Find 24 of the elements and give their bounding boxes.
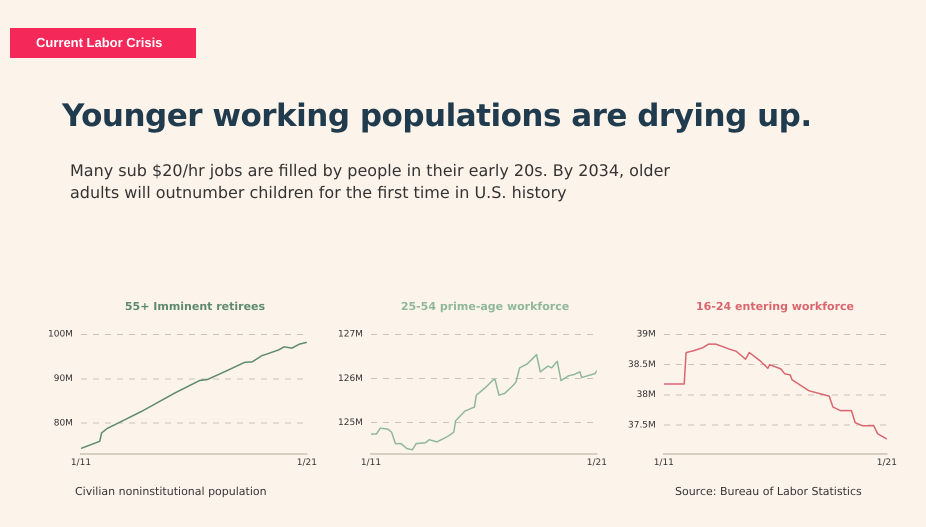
x-tick-label: 1/11	[360, 458, 382, 468]
y-tick-label: 125M	[338, 418, 363, 428]
y-tick-label: 127M	[338, 330, 363, 340]
y-tick-label: 37.5M	[628, 420, 656, 430]
chart-title: 25-54 prime-age workforce	[400, 300, 570, 313]
text: Current Labor Crisis	[10, 28, 196, 58]
source-note: Source: Bureau of Labor Statistics	[675, 485, 863, 498]
text: Civilian noninstitutional population	[75, 485, 268, 498]
x-tick-label: 1/21	[296, 458, 318, 468]
y-tick-label: 39M	[636, 330, 656, 340]
y-tick-label: 100M	[48, 330, 73, 340]
x-tick-label: 1/21	[876, 458, 898, 468]
y-tick-label: 90M	[54, 374, 73, 384]
y-tick-label: 38.5M	[628, 360, 656, 370]
x-tick-label: 1/11	[70, 458, 92, 468]
chart-title: 55+ Imminent retirees	[124, 300, 266, 313]
x-tick-label: 1/11	[654, 458, 674, 468]
y-tick-label: 126M	[338, 374, 363, 384]
text: Many sub $20/hr jobs are filled by people in their early 20s. By 2034, older adults will outnumber children for the first time in U.S. history	[70, 160, 671, 204]
text: Younger working populations are drying up.	[62, 98, 812, 134]
y-tick-label: 80M	[54, 418, 73, 428]
x-tick-label: 1/21	[586, 458, 608, 468]
y-tick-label: 38M	[636, 390, 656, 400]
chart-title: 16-24 entering workforce	[695, 300, 855, 313]
